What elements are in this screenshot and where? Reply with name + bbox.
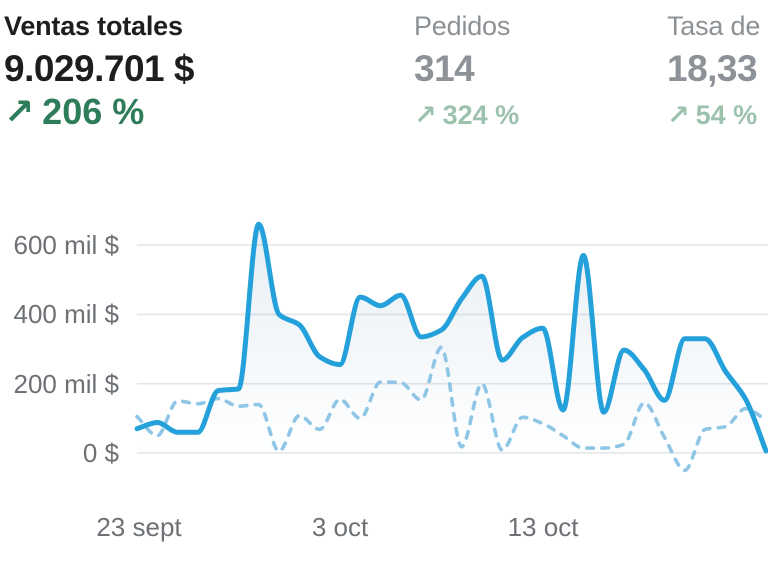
y-axis-tick-600k: 600 mil $ [13,230,120,260]
metric-card-orders[interactable]: Pedidos 314 ↗ 324 % [414,10,519,131]
trend-up-icon: ↗ [414,100,437,130]
metric-title-orders: Pedidos [414,11,511,41]
metric-delta-value: 324 % [442,100,520,130]
metric-value-orders: 314 [414,48,475,89]
metric-delta-value: 206 % [42,91,145,132]
y-axis-tick-200k: 200 mil $ [13,369,120,399]
previous-period-line [135,345,768,473]
current-period-area-fill [137,224,766,453]
metric-delta-value: 54 % [695,100,758,130]
x-axis-tick-23-sept: 23 sept [96,512,182,542]
metric-card-total-sales[interactable]: Ventas totales 9.029.701 $ ↗ 206 % [4,10,194,132]
metric-delta-orders: ↗ 324 % [414,99,519,131]
y-axis-tick-400k: 400 mil $ [13,299,120,329]
x-axis-tick-13-oct: 13 oct [507,512,579,542]
metric-value-conversion-rate: 18,33 [667,48,758,89]
x-axis-tick-3-oct: 3 oct [311,512,369,542]
metric-delta-conversion-rate: ↗ 54 % [667,99,768,131]
current-period-line [134,221,768,454]
metric-value-total-sales: 9.029.701 $ [4,48,194,89]
metric-delta-total-sales: ↗ 206 % [4,92,194,132]
trend-up-icon: ↗ [667,100,690,130]
trend-up-icon: ↗ [4,91,35,132]
y-axis-tick-0: 0 $ [82,438,119,468]
metric-title-conversion-rate: Tasa de [667,11,761,41]
chart-plot-area[interactable] [0,200,768,500]
metric-card-conversion-rate[interactable]: Tasa de 18,33 ↗ 54 % [667,10,768,131]
metric-title-total-sales: Ventas totales [4,11,183,41]
